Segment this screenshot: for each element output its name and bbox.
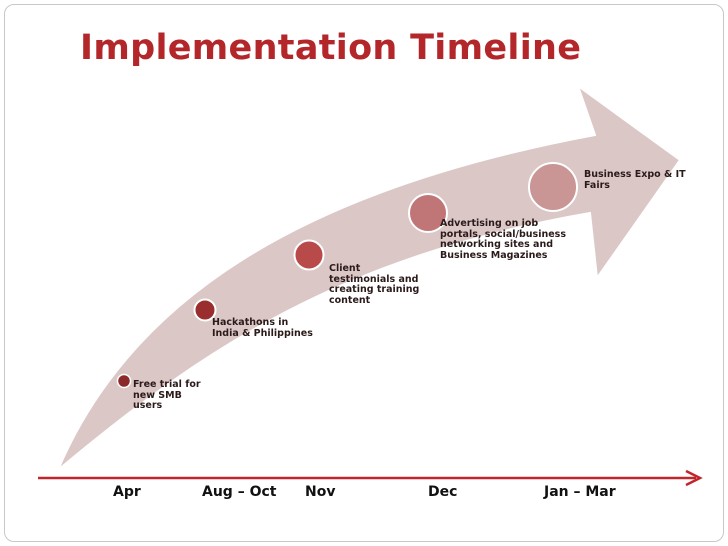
milestone-label-4: Advertising on job portals, social/busin… (440, 218, 566, 261)
milestone-marker-2 (193, 298, 217, 322)
milestone-marker-4 (408, 193, 448, 233)
milestone-label-1: Free trial for new SMB users (133, 379, 201, 411)
milestone-marker-5 (528, 162, 578, 212)
period-label-jan-mar: Jan – Mar (544, 484, 616, 500)
milestone-label-2: Hackathons in India & Philippines (212, 317, 313, 339)
milestone-label-5: Business Expo & IT Fairs (584, 169, 686, 191)
period-label-aug-oct: Aug – Oct (202, 484, 277, 500)
milestone-marker-1 (116, 373, 132, 389)
period-label-apr: Apr (113, 484, 141, 500)
milestone-label-3: Client testimonials and creating trainin… (329, 263, 420, 306)
milestone-markers (116, 162, 578, 389)
page-title: Implementation Timeline (80, 28, 582, 68)
period-label-dec: Dec (428, 484, 458, 500)
timeline-axis-arrowhead (685, 469, 703, 487)
milestone-marker-3 (293, 239, 325, 271)
period-label-nov: Nov (305, 484, 336, 500)
growth-arrow (57, 83, 682, 471)
